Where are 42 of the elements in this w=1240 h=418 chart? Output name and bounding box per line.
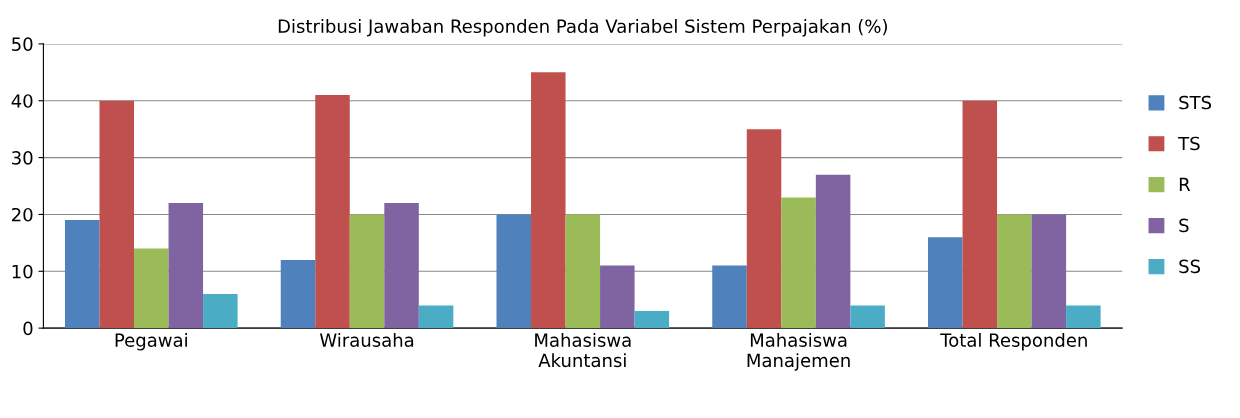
- y-tick-label: 50: [12, 37, 33, 52]
- bar: [64, 220, 100, 329]
- bar: [712, 265, 747, 329]
- bar: [815, 174, 851, 329]
- bar: [384, 203, 419, 329]
- legend-label: TS: [1178, 136, 1200, 151]
- x-tick-label: Pegawai: [115, 332, 187, 351]
- bar: [99, 100, 135, 329]
- bar: [600, 265, 635, 329]
- bar: [634, 311, 670, 329]
- y-tick-label: 20: [12, 207, 33, 222]
- bar: [997, 214, 1032, 329]
- x-tick-label: Wirausaha: [319, 332, 414, 347]
- x-tick-label: Mahasiswa Manajemen: [747, 332, 850, 371]
- bar: [928, 237, 963, 329]
- bar: [850, 305, 885, 329]
- bar: [962, 100, 998, 329]
- y-tick-label: 40: [11, 94, 33, 108]
- x-tick-label: Total Responden: [940, 332, 1087, 351]
- legend-label: R: [1179, 177, 1191, 191]
- y-tick-label: 10: [12, 264, 33, 279]
- legend-label: SS: [1179, 259, 1201, 274]
- bar: [315, 95, 350, 329]
- bar: [418, 305, 454, 329]
- bar: [349, 214, 385, 329]
- y-tick-label: 30: [12, 151, 33, 165]
- bar: [746, 129, 782, 329]
- chart-title: Distribusi Jawaban Responden Pada Variabel Sistem Perpajakan (%): [278, 19, 887, 37]
- bar: [280, 259, 316, 329]
- bar: [1066, 305, 1101, 329]
- legend-label: S: [1179, 218, 1189, 233]
- bar: [531, 72, 566, 329]
- legend-label: STS: [1179, 95, 1212, 110]
- bar: [168, 203, 204, 329]
- bar: [203, 294, 238, 329]
- bar: [565, 214, 601, 329]
- x-tick-label: Mahasiswa Akuntansi: [535, 332, 631, 368]
- y-tick-label: 0: [23, 321, 33, 336]
- bar: [1031, 214, 1067, 329]
- bar: [781, 197, 816, 329]
- bar: [496, 214, 532, 329]
- bar: [134, 248, 169, 329]
